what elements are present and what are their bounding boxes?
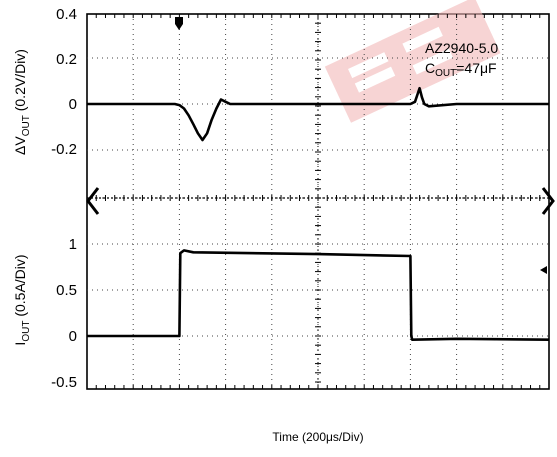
y-tick-label-top: 0.4 [56,6,77,23]
y-tick-label-bottom: 0 [69,328,77,345]
part-number-annotation: AZ2940-5.0 [425,40,498,56]
y-tick-label-bottom: 1 [69,236,77,253]
trace-output-voltage [87,86,549,142]
break-marker-left [86,187,100,215]
break-marker-right [541,187,555,215]
level-marker [540,266,547,274]
center-graticule [86,13,550,389]
trace-output-current [87,249,550,342]
y-tick-labels: 0.4 0.2 0 -0.2 1 0.5 0 -0.5 [51,6,77,391]
y-tick-label-top: 0 [69,96,77,113]
y-tick-label-top: -0.2 [51,141,77,158]
trigger-marker [175,17,183,30]
y-axis-title-top: ΔVOUT (0.2V/Div) [12,49,32,155]
watermark-logo [324,0,501,123]
capacitor-annotation: COUT=47μF [425,60,497,79]
y-tick-label-top: 0.2 [56,51,77,68]
y-tick-label-bottom: -0.5 [51,374,77,391]
y-axis-title-bottom: IOUT (0.5A/Div) [12,254,32,345]
y-tick-label-bottom: 0.5 [56,282,77,299]
x-axis-title: Time (200μs/Div) [272,430,363,444]
traces [87,86,550,342]
